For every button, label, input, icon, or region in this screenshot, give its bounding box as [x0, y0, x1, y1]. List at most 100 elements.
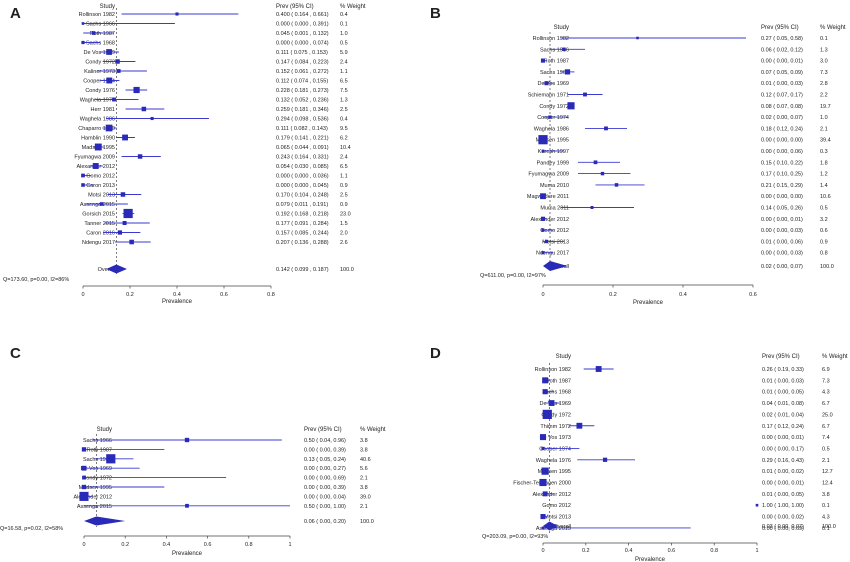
study-marker	[540, 58, 546, 63]
x-tick-label: 0.6	[220, 292, 228, 298]
study-weight: 1.1	[340, 174, 348, 180]
study-ci-text: 0.01 ( 0.00, 0.03)	[762, 378, 804, 384]
study-weight: 23.0	[340, 212, 351, 218]
study-label: Motsi 2013	[544, 515, 571, 521]
study-weight: 4.3	[822, 515, 830, 521]
study-marker	[105, 124, 113, 132]
study-label: Pandey 1999	[537, 160, 569, 166]
study-marker	[133, 86, 140, 94]
study-marker	[175, 12, 179, 16]
study-ci-text: 0.13 ( 0.05, 0.24)	[304, 457, 346, 463]
study-ci-text: 0.06 ( 0.02, 0.12)	[761, 47, 803, 53]
overall-weight: 100.0	[340, 267, 354, 273]
study-marker	[755, 503, 759, 507]
study-label: Waghela 1976	[80, 98, 115, 104]
study-label: Motsi 2013	[88, 193, 115, 199]
study-weight: 2.2	[820, 93, 828, 99]
study-label: De Vos 1973	[540, 435, 572, 441]
study-ci-text: 0.207 ( 0.136 , 0.288)	[276, 240, 329, 246]
study-marker	[548, 400, 555, 406]
study-marker	[150, 116, 154, 121]
study-weight: 39.4	[820, 138, 831, 144]
x-tick-label: 0.4	[163, 542, 171, 548]
study-ci-text: 0.079 ( 0.011 , 0.191)	[276, 202, 328, 208]
panel-letter: B	[430, 5, 441, 22]
study-ci-text: 0.01 ( 0.00, 0.05)	[762, 492, 804, 498]
heterogeneity-text: Q=173.60, p=0.00, I2=86%	[3, 277, 69, 283]
study-ci-text: 0.29 ( 0.16, 0.43)	[762, 458, 804, 464]
study-ci-text: 0.00 ( 0.00, 0.01)	[762, 435, 804, 441]
study-weight: 7.5	[340, 88, 348, 94]
x-tick-label: 0.8	[710, 548, 718, 554]
study-ci-text: 0.14 ( 0.05, 0.26)	[761, 206, 803, 212]
study-label: Gomo 2012	[540, 228, 569, 234]
study-marker	[112, 97, 116, 102]
study-label: Gorsich 2015	[82, 212, 115, 218]
study-weight: 0.5	[822, 446, 830, 452]
study-marker	[542, 409, 552, 419]
study-marker	[123, 208, 133, 219]
prev-column-header: Prev (95% CI)	[304, 427, 342, 433]
study-marker	[540, 193, 546, 200]
study-marker	[564, 69, 571, 75]
heterogeneity-text: Q=203.09, p=0.00, I2=93%	[482, 534, 548, 540]
study-ci-text: 0.294 ( 0.098 , 0.536)	[276, 117, 329, 123]
x-tick-label: 0	[81, 292, 84, 298]
study-marker	[600, 171, 605, 176]
study-label: De Vos 1969	[540, 401, 572, 407]
study-label: Waghela 1976	[536, 458, 571, 464]
study-ci-text: 0.00 ( 0.00, 0.00)	[761, 138, 803, 144]
study-label: Sachs 1966	[540, 47, 569, 53]
study-ci-text: 0.045 ( 0.001 , 0.132)	[276, 31, 329, 37]
study-marker	[137, 154, 143, 159]
study-ci-text: 0.00 ( 0.00, 0.69)	[304, 476, 346, 482]
study-ci-text: 0.00 ( 0.00, 0.27)	[304, 466, 346, 472]
panel-letter: D	[430, 345, 441, 362]
x-axis-label: Prevalence	[635, 557, 666, 562]
study-ci-text: 0.02 ( 0.00, 0.07)	[761, 115, 803, 121]
study-ci-text: 0.00 ( 0.00, 0.02)	[762, 515, 804, 521]
study-marker	[81, 40, 85, 45]
study-weight: 3.2	[820, 217, 828, 223]
study-marker	[184, 437, 190, 443]
study-label: Schiemann 1971	[528, 93, 569, 99]
study-ci-text: 0.15 ( 0.10, 0.22)	[761, 160, 803, 166]
study-ci-text: 0.01 ( 0.00, 0.03)	[761, 81, 803, 87]
study-ci-text: 0.00 ( 0.00, 0.01)	[761, 217, 803, 223]
study-marker	[81, 465, 87, 471]
study-label: Sachs 1968	[86, 41, 115, 47]
study-label: Ndengu 2017	[82, 240, 115, 246]
study-marker	[604, 126, 608, 131]
study-ci-text: 0.00 ( 0.00, 0.39)	[304, 485, 346, 491]
weight-column-header: % Weight	[360, 427, 386, 433]
study-weight: 9.5	[340, 126, 348, 132]
heterogeneity-text: Q=611.00, p=0.00, I2=97%	[480, 273, 546, 279]
study-ci-text: 0.065 ( 0.044 , 0.091)	[276, 145, 329, 151]
study-label: Roth 1987	[544, 59, 569, 65]
study-ci-text: 0.26 ( 0.19, 0.33)	[762, 367, 804, 373]
x-axis-label: Prevalence	[633, 300, 664, 306]
study-marker	[548, 115, 552, 119]
overall-ci-text: 0.142 ( 0.099 , 0.187)	[276, 267, 329, 273]
study-marker	[81, 173, 85, 178]
study-ci-text: 0.17 ( 0.12, 0.24)	[762, 424, 804, 430]
study-marker	[576, 422, 583, 429]
study-label: Cooper 1974	[539, 446, 571, 452]
overall-diamond	[106, 264, 127, 274]
study-ci-text: 0.08 ( 0.07, 0.08)	[761, 104, 803, 110]
study-weight: 0.1	[820, 36, 828, 42]
study-weight: 7.3	[822, 378, 830, 384]
study-label: Cooper 1974	[537, 115, 569, 121]
study-ci-text: 0.243 ( 0.164 , 0.331)	[276, 155, 329, 161]
study-marker	[544, 239, 549, 244]
study-label: Madsen 1995	[536, 138, 569, 144]
panel-letter: A	[10, 5, 21, 22]
study-marker	[593, 160, 598, 165]
study-label: Alexander 2012	[73, 494, 112, 500]
study-weight: 6.7	[822, 401, 830, 407]
study-label: Condy 1972	[82, 476, 112, 482]
study-marker	[94, 143, 102, 151]
study-weight: 7.4	[822, 435, 830, 441]
study-ci-text: 0.00 ( 0.00, 0.01)	[761, 59, 803, 65]
